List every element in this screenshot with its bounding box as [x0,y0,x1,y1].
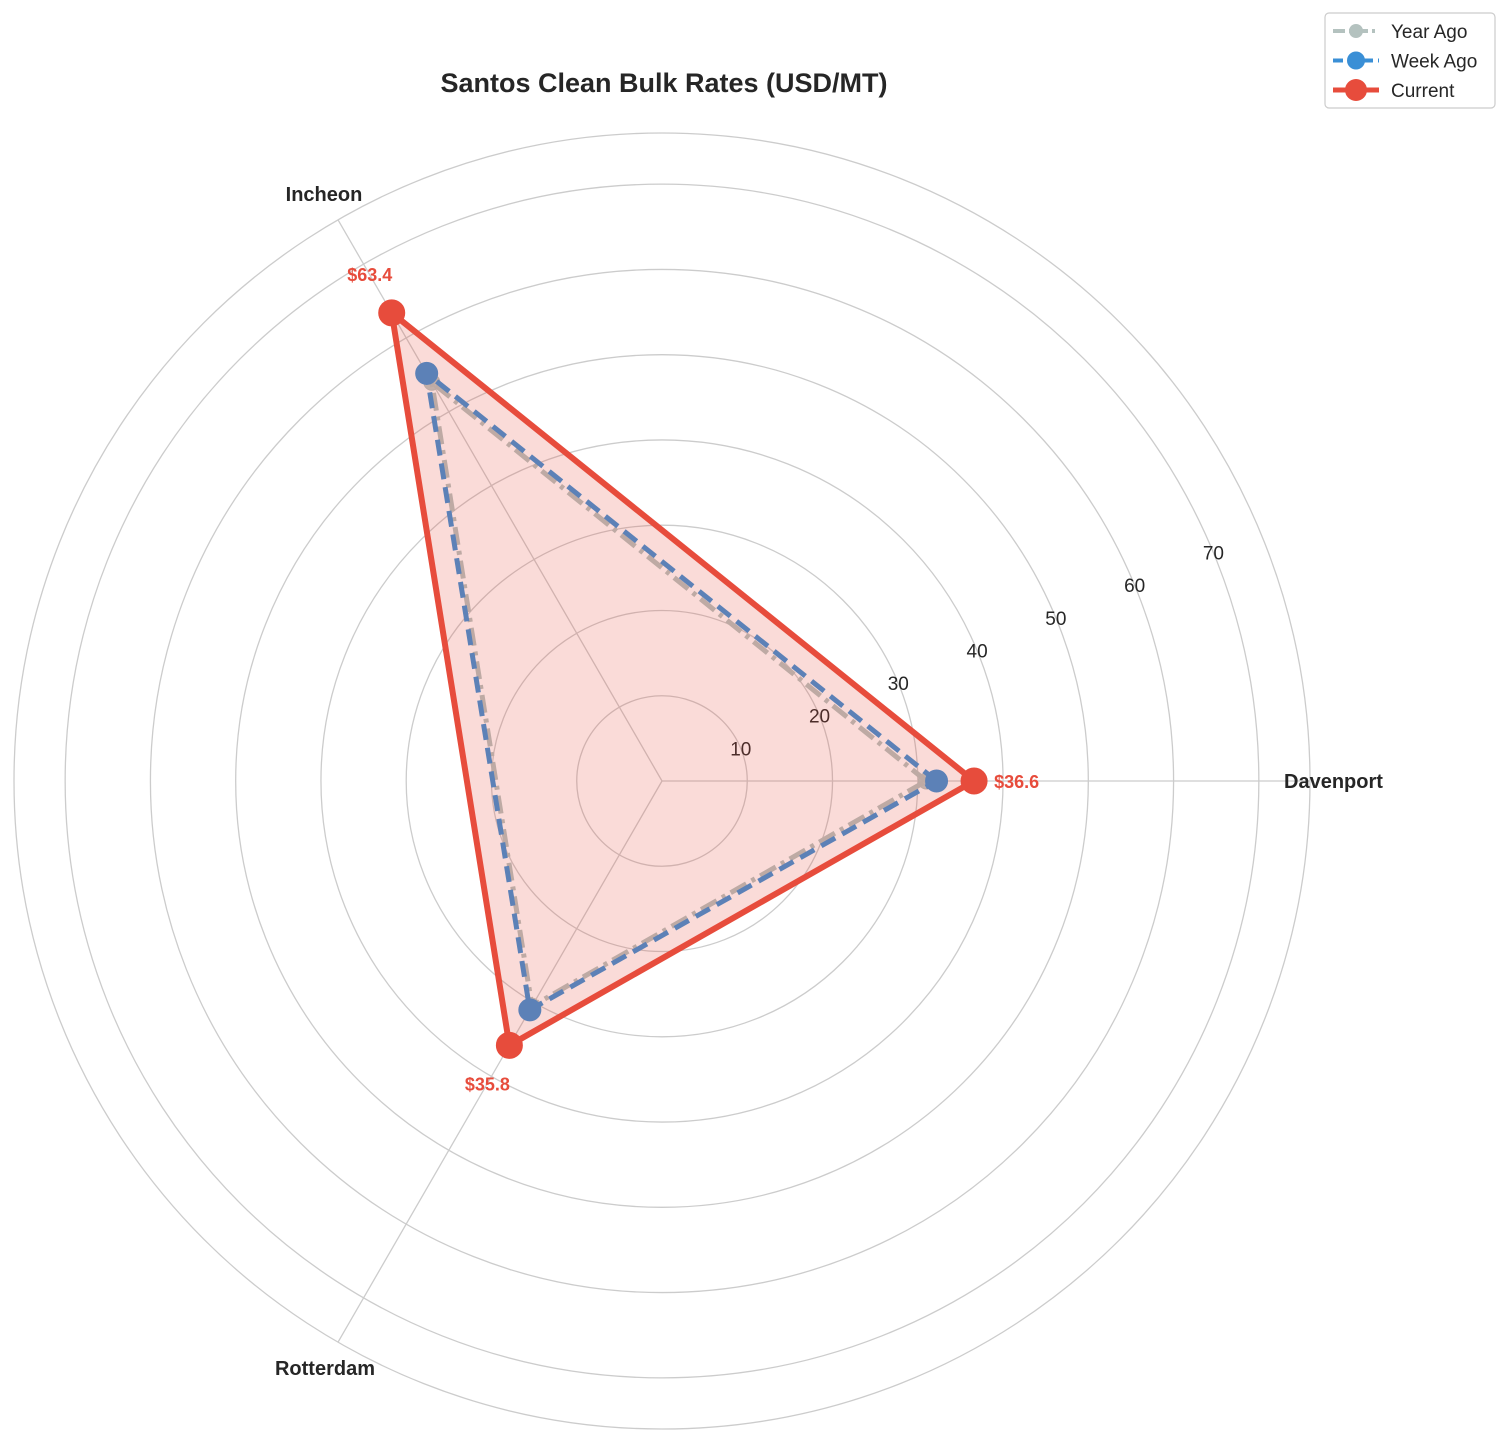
category-labels: Davenport Incheon Rotterdam [275,184,1383,1380]
series-line-current [388,309,978,1049]
legend-frame [1324,12,1496,109]
data-label: $36.6 [994,772,1039,792]
radial-tick-label: 50 [1045,609,1066,630]
category-label: Davenport [1284,771,1383,793]
radial-tick-label: 70 [1203,544,1224,565]
radial-tick-label: 60 [1124,576,1145,597]
data-point [960,767,988,795]
legend-label: Current [1391,81,1455,102]
data-point [518,998,542,1022]
data-label: $35.8 [465,1074,510,1094]
series-line-year-ago [429,379,929,1009]
legend-marker [1349,24,1363,38]
series-line-week-ago [424,370,940,1013]
data-point [925,769,949,793]
data-label: $63.4 [347,265,392,285]
legend-label: Week Ago [1391,52,1477,73]
data-labels: $36.6 $63.4 $35.8 [347,265,1039,1094]
radial-tick-label: 10 [730,739,751,760]
legend-marker [1345,79,1367,101]
category-label: Rotterdam [275,1358,375,1380]
series-area-current [391,312,975,1046]
radial-tick-label: 30 [888,674,909,695]
radial-tick-labels: 10 20 30 40 50 60 70 [730,544,1224,761]
legend-label: Year Ago [1391,22,1467,43]
data-point [495,1031,523,1059]
legend: Year Ago Week Ago Current [1324,12,1496,109]
chart-title: Santos Clean Bulk Rates (USD/MT) [440,68,887,98]
radial-tick-label: 40 [967,641,988,662]
series-layer [378,299,988,1059]
data-point [415,361,439,385]
spoke-line [337,780,663,1343]
category-label: Incheon [286,184,363,206]
legend-marker [1347,51,1365,70]
radial-tick-label: 20 [809,707,830,728]
data-point [378,299,406,327]
